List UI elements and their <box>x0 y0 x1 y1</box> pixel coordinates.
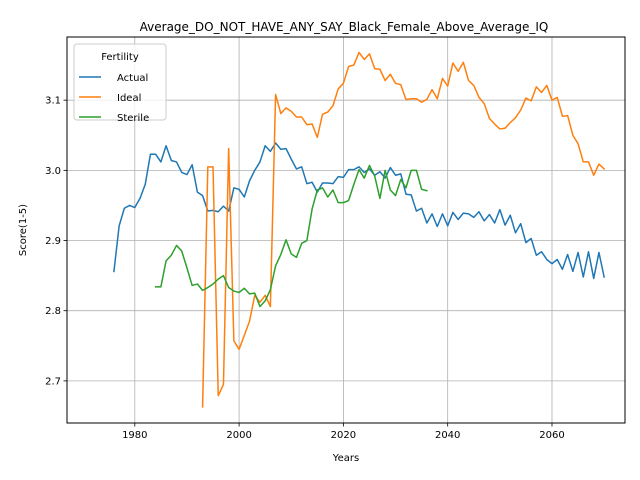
x-tick-label: 2060 <box>539 430 564 441</box>
y-tick-label: 3.1 <box>45 96 61 107</box>
series-line-ideal <box>201 51 606 408</box>
series-group <box>113 51 606 408</box>
legend-title: Fertility <box>101 52 139 63</box>
y-axis-label: Score(1-5) <box>18 204 29 256</box>
axis-ticks: 1980 2000 2020 2040 2060 2.7 2.8 2.9 3.0 3.1 <box>45 96 565 441</box>
legend: Fertility Actual Ideal Sterile <box>73 43 167 124</box>
plot-frame <box>66 36 626 424</box>
legend-label-sterile: Sterile <box>117 113 149 124</box>
legend-label-actual: Actual <box>117 73 148 84</box>
x-tick-label: 2000 <box>226 430 251 441</box>
legend-label-ideal: Ideal <box>117 93 141 104</box>
x-axis-label: Years <box>332 453 359 464</box>
x-tick-label: 2020 <box>331 430 356 441</box>
legend-box <box>73 43 167 121</box>
y-tick-label: 2.7 <box>45 376 61 387</box>
chart-title: Average_DO_NOT_HAVE_ANY_SAY_Black_Female… <box>140 20 549 34</box>
series-line-actual <box>113 142 606 280</box>
y-tick-label: 2.9 <box>45 236 61 247</box>
x-tick-label: 1980 <box>122 430 147 441</box>
series-line-sterile <box>154 164 428 308</box>
y-tick-label: 3.0 <box>45 166 61 177</box>
y-tick-label: 2.8 <box>45 306 61 317</box>
x-tick-label: 2040 <box>435 430 460 441</box>
